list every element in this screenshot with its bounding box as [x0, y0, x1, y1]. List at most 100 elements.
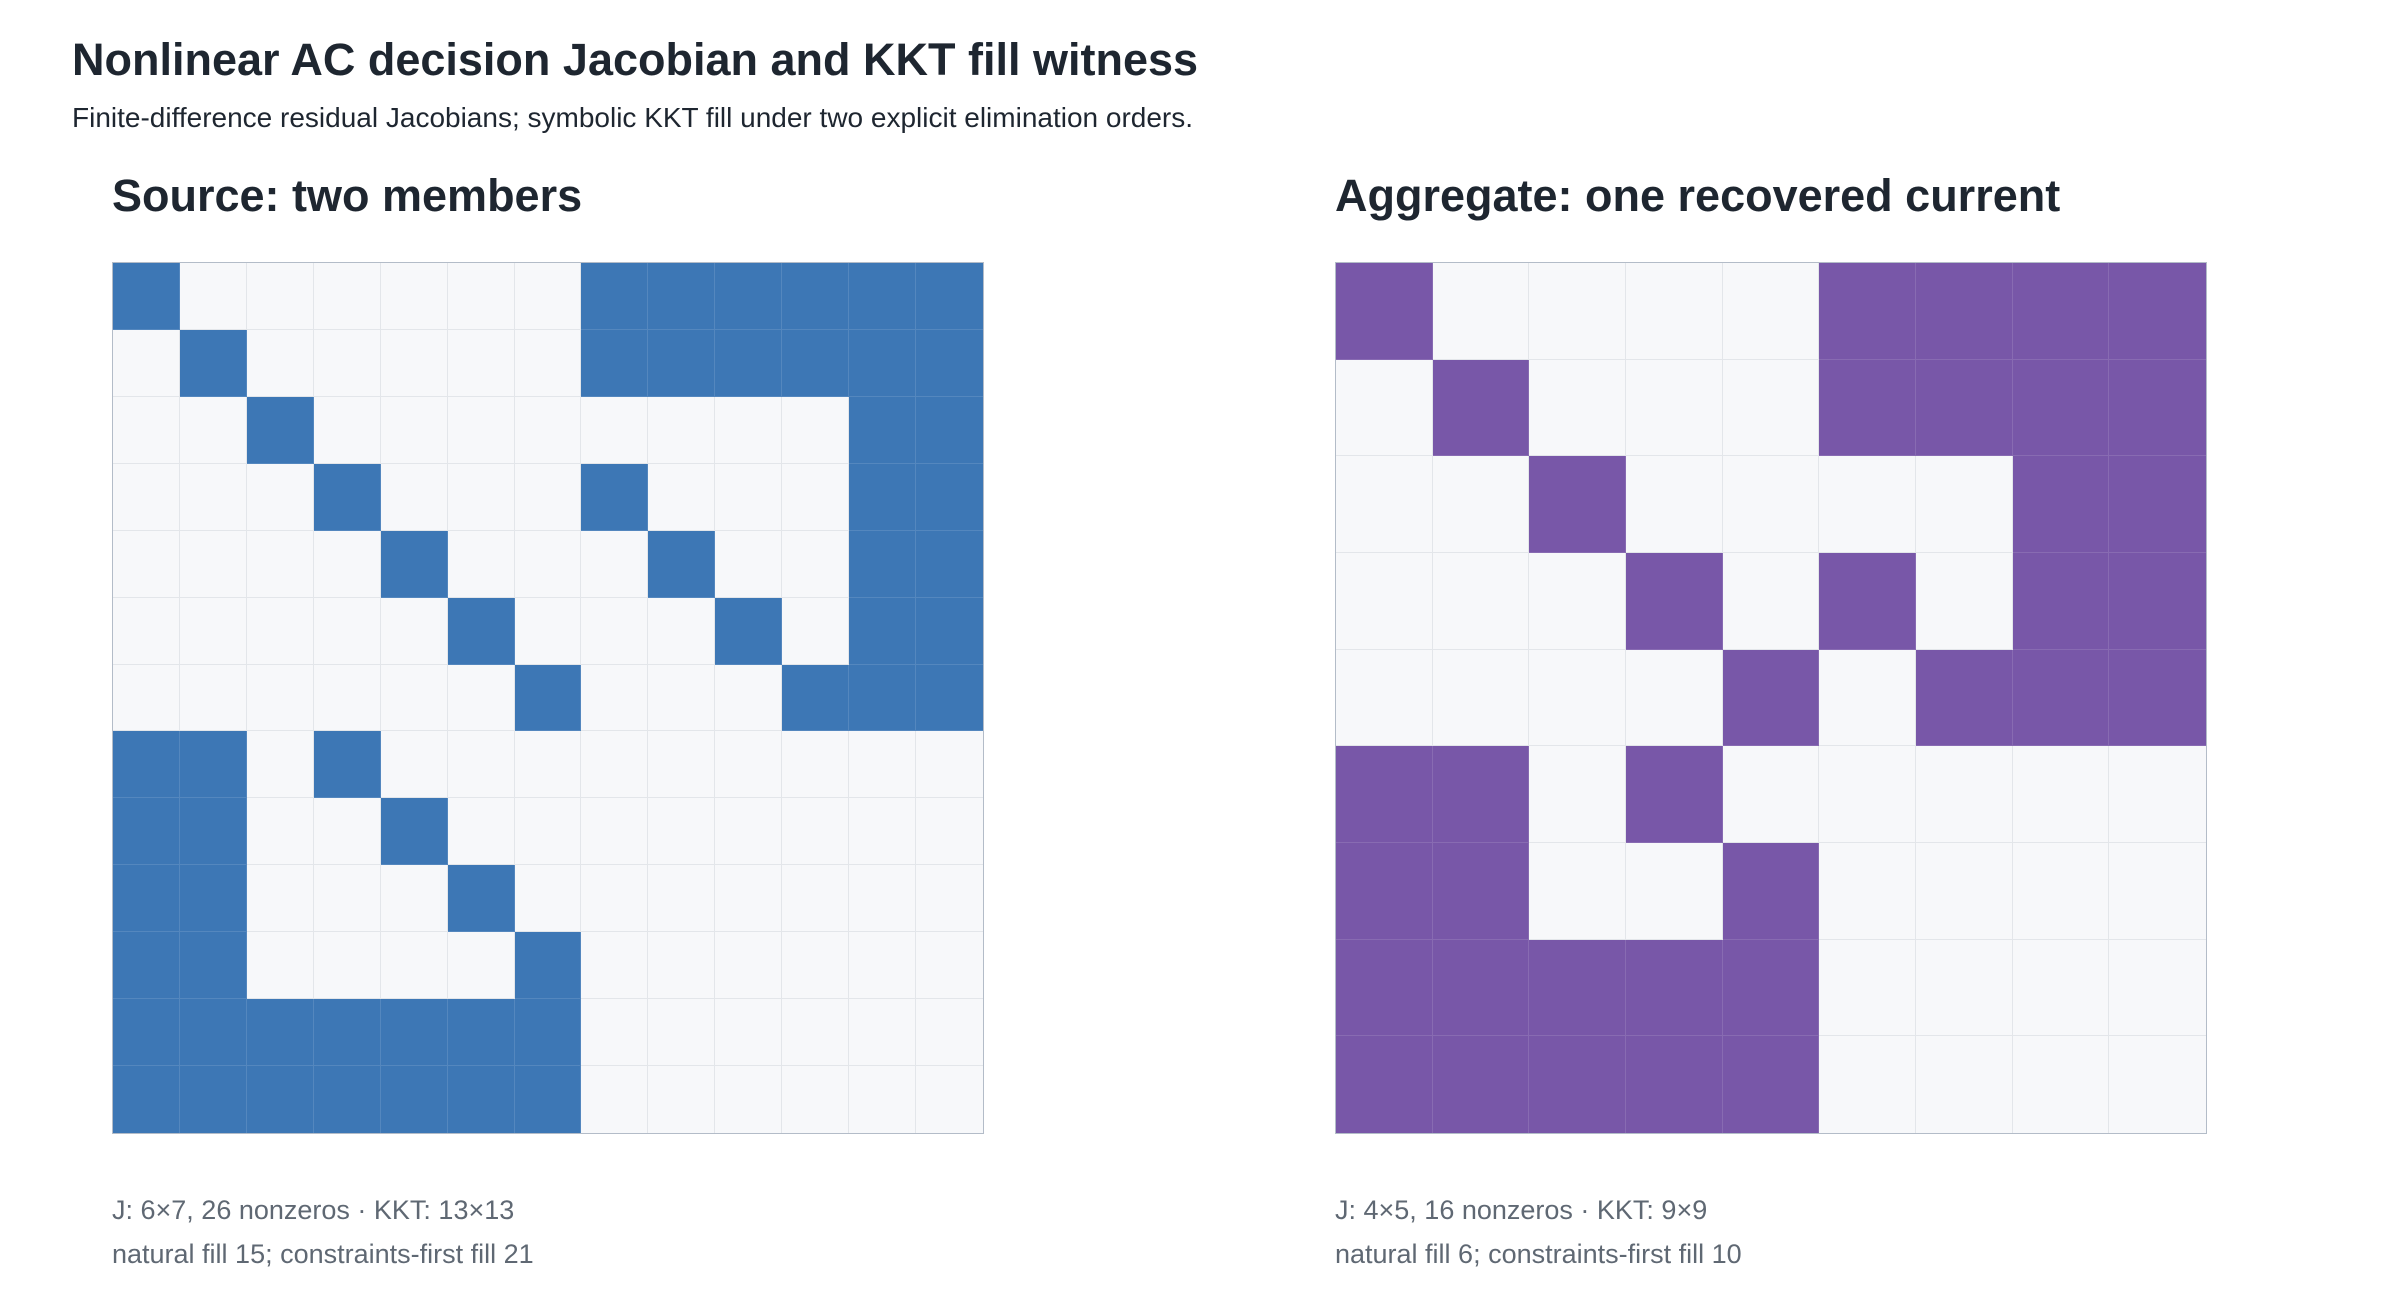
aggregate-cell-zero [1529, 263, 1626, 360]
source-cell-zero [648, 999, 716, 1067]
aggregate-cell-zero [1819, 939, 1916, 1037]
aggregate-cell-zero [1529, 746, 1626, 843]
source-cell-zero [715, 731, 783, 799]
source-cell-nonzero [849, 463, 917, 531]
aggregate-cell-nonzero [2012, 456, 2110, 553]
aggregate-cell-zero [1915, 842, 2013, 940]
source-cell-nonzero [246, 396, 314, 464]
aggregate-cell-zero [1722, 263, 1820, 360]
source-cell-zero [447, 731, 515, 799]
source-cell-nonzero [782, 329, 850, 397]
source-cell-zero [715, 932, 783, 1000]
source-cell-nonzero [849, 530, 917, 598]
source-cell-zero [447, 932, 515, 1000]
aggregate-cell-nonzero [2012, 552, 2110, 650]
source-cell-nonzero [849, 263, 917, 330]
aggregate-cell-nonzero [1625, 1036, 1723, 1133]
source-cell-zero [715, 463, 783, 531]
source-cell-nonzero [916, 530, 983, 598]
source-cell-nonzero [246, 1066, 314, 1133]
source-cell-zero [648, 865, 716, 933]
aggregate-cell-nonzero [1625, 939, 1723, 1037]
aggregate-cell-zero [2109, 1036, 2206, 1133]
aggregate-cell-nonzero [1625, 552, 1723, 650]
source-cell-nonzero [916, 396, 983, 464]
aggregate-cell-zero [2013, 1036, 2110, 1133]
source-cell-zero [447, 396, 515, 464]
aggregate-cell-zero [1915, 939, 2013, 1037]
source-cell-zero [447, 798, 515, 866]
source-cell-nonzero [715, 263, 783, 330]
aggregate-cell-zero [1336, 359, 1433, 457]
aggregate-panel: Aggregate: one recovered current J: 4×5,… [1335, 168, 2235, 1269]
source-cell-zero [648, 798, 716, 866]
aggregate-cell-zero [1625, 359, 1723, 457]
source-cell-zero [782, 463, 850, 531]
source-cell-zero [313, 932, 381, 1000]
source-cell-zero [380, 263, 448, 330]
aggregate-cell-nonzero [1722, 1036, 1820, 1133]
source-cell-zero [715, 865, 783, 933]
aggregate-cell-nonzero [1625, 746, 1723, 843]
source-cell-zero [179, 463, 247, 531]
source-cell-nonzero [380, 798, 448, 866]
source-cell-zero [380, 463, 448, 531]
source-cell-zero [849, 932, 917, 1000]
source-cell-zero [380, 597, 448, 665]
aggregate-cell-nonzero [2109, 649, 2206, 747]
source-cell-zero [179, 530, 247, 598]
source-cell-zero [313, 798, 381, 866]
source-cell-zero [715, 664, 783, 732]
aggregate-cell-nonzero [2012, 359, 2110, 457]
source-cell-zero [782, 798, 850, 866]
aggregate-cell-nonzero [1529, 939, 1626, 1037]
aggregate-cell-zero [1915, 456, 2013, 553]
source-cell-zero [447, 463, 515, 531]
source-cell-zero [581, 798, 649, 866]
source-cell-zero [514, 463, 582, 531]
source-cell-zero [179, 664, 247, 732]
source-cell-zero [648, 1066, 716, 1133]
aggregate-cell-nonzero [1722, 649, 1820, 747]
aggregate-cell-nonzero [1432, 359, 1530, 457]
source-cell-zero [246, 731, 314, 799]
source-cell-nonzero [313, 999, 381, 1067]
aggregate-cell-zero [1529, 552, 1626, 650]
source-cell-zero [648, 664, 716, 732]
aggregate-cell-zero [1819, 746, 1916, 843]
aggregate-cell-zero [1625, 456, 1723, 553]
source-cell-zero [581, 865, 649, 933]
source-cell-zero [380, 865, 448, 933]
source-cell-zero [313, 396, 381, 464]
source-cell-zero [246, 597, 314, 665]
source-cell-zero [648, 731, 716, 799]
source-cell-zero [916, 731, 983, 799]
source-cell-zero [179, 263, 247, 330]
source-cell-zero [916, 999, 983, 1067]
source-cell-zero [581, 396, 649, 464]
source-cell-zero [581, 530, 649, 598]
aggregate-sparsity-matrix [1335, 262, 2207, 1134]
aggregate-cell-zero [1819, 842, 1916, 940]
source-cell-zero [447, 664, 515, 732]
source-cell-zero [514, 396, 582, 464]
source-cell-zero [581, 597, 649, 665]
aggregate-cell-nonzero [2012, 649, 2110, 747]
source-cell-zero [782, 865, 850, 933]
aggregate-cell-nonzero [1336, 939, 1433, 1037]
aggregate-cell-zero [1916, 1036, 2013, 1133]
source-cell-zero [380, 329, 448, 397]
source-cell-zero [113, 530, 180, 598]
source-cell-nonzero [179, 999, 247, 1067]
source-cell-nonzero [715, 329, 783, 397]
source-cell-nonzero [246, 999, 314, 1067]
source-cell-zero [514, 865, 582, 933]
source-cell-nonzero [179, 932, 247, 1000]
source-cell-nonzero [849, 329, 917, 397]
source-cell-zero [246, 798, 314, 866]
aggregate-cell-zero [1625, 263, 1723, 360]
source-cell-zero [514, 530, 582, 598]
source-cell-nonzero [447, 865, 515, 933]
aggregate-cell-zero [1722, 746, 1820, 843]
source-cell-nonzero [380, 999, 448, 1067]
